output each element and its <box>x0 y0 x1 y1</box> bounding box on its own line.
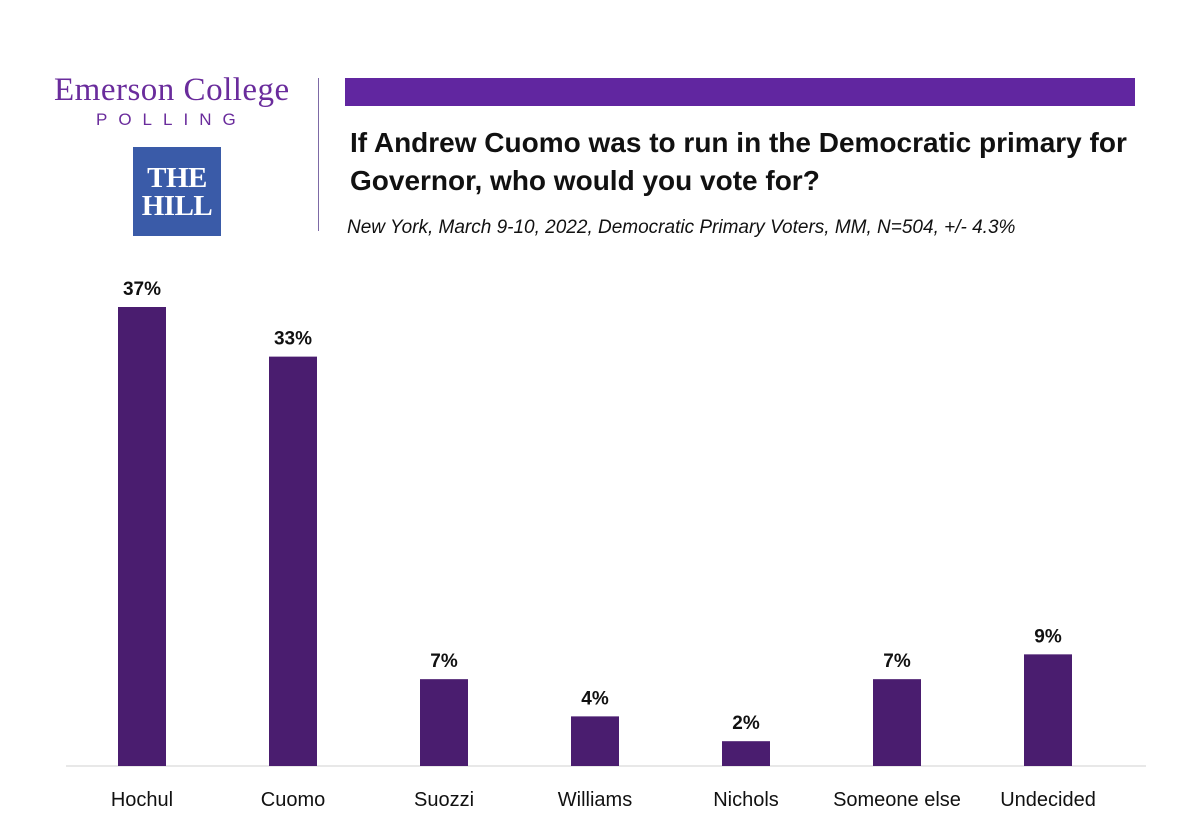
value-label-williams: 4% <box>581 688 609 709</box>
bar-nichols <box>722 741 770 766</box>
value-label-undecided: 9% <box>1034 626 1062 647</box>
the-hill-logo-line2: HILL <box>141 189 213 222</box>
the-hill-logo-line1: THE <box>147 161 207 194</box>
bar-someone-else <box>873 679 921 766</box>
chart-subtitle: New York, March 9-10, 2022, Democratic P… <box>347 217 1016 238</box>
category-label-someone-else: Someone else <box>833 789 961 811</box>
chart-title: If Andrew Cuomo was to run in the Democr… <box>350 127 1127 196</box>
value-label-cuomo: 33% <box>274 329 312 350</box>
category-labels-group: Hochul Cuomo Suozzi Williams Nichols Someone … <box>111 789 1096 811</box>
bar-williams <box>571 716 619 766</box>
value-labels-group: 37% 33% 7% 4% 2% 7% 9% <box>123 279 1062 734</box>
bar-hochul <box>118 307 166 766</box>
value-label-someone-else: 7% <box>883 651 911 672</box>
category-label-hochul: Hochul <box>111 789 173 811</box>
value-label-nichols: 2% <box>732 713 760 734</box>
bar-cuomo <box>269 356 317 766</box>
category-label-cuomo: Cuomo <box>261 789 325 811</box>
bars-group <box>118 307 1072 766</box>
value-label-hochul: 37% <box>123 279 161 300</box>
category-label-undecided: Undecided <box>1000 789 1096 811</box>
category-label-nichols: Nichols <box>713 789 779 811</box>
category-label-williams: Williams <box>558 789 632 811</box>
bar-undecided <box>1024 654 1072 766</box>
header-divider <box>318 78 319 231</box>
polling-wordmark: POLLING <box>96 110 247 129</box>
the-hill-logo: THE HILL <box>133 147 221 236</box>
value-label-suozzi: 7% <box>430 651 458 672</box>
category-label-suozzi: Suozzi <box>414 789 474 811</box>
header-accent-bar <box>345 78 1135 106</box>
bar-suozzi <box>420 679 468 766</box>
emerson-college-logo: Emerson College <box>54 72 290 108</box>
